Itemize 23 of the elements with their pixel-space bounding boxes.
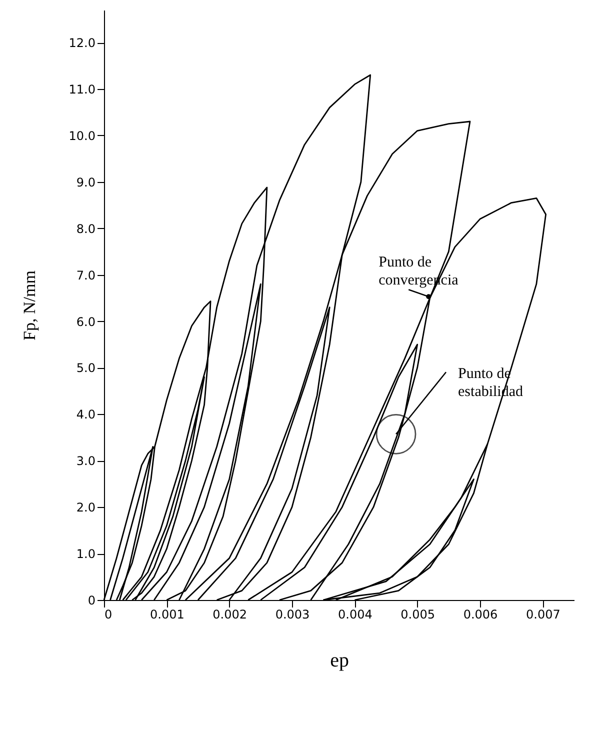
y-tick-label: 7.0 (76, 268, 96, 282)
x-axis-title: ep (330, 650, 349, 672)
y-tick-label: 3.0 (76, 454, 96, 468)
y-axis-title: Fp, N/mm (20, 270, 39, 340)
y-tick-label: 5.0 (76, 361, 96, 376)
x-tick-label: 0.003 (275, 608, 310, 622)
y-tick-label: 8.0 (76, 222, 96, 236)
y-tick-label: 11.0 (68, 82, 96, 96)
y-tick-label: 10.0 (68, 128, 96, 143)
x-tick-label: 0.001 (150, 608, 184, 622)
y-tick-label: 9.0 (76, 175, 96, 190)
y-tick-label: 2.0 (76, 500, 96, 515)
x-tick-label: 0.004 (338, 608, 372, 622)
y-tick-label: 12.0 (68, 36, 96, 50)
x-tick-label: 0.002 (212, 608, 248, 622)
x-tick-label: 0.005 (400, 608, 436, 622)
x-tick-label: 0 (104, 608, 112, 622)
y-tick-label: 0 (88, 594, 96, 608)
y-tick-label: 1.0 (76, 547, 96, 562)
x-tick-label: 0.007 (526, 608, 560, 622)
x-tick-label: 0.006 (463, 608, 498, 622)
y-tick-label: 4.0 (76, 408, 96, 422)
y-tick-label: 6.0 (76, 314, 96, 329)
